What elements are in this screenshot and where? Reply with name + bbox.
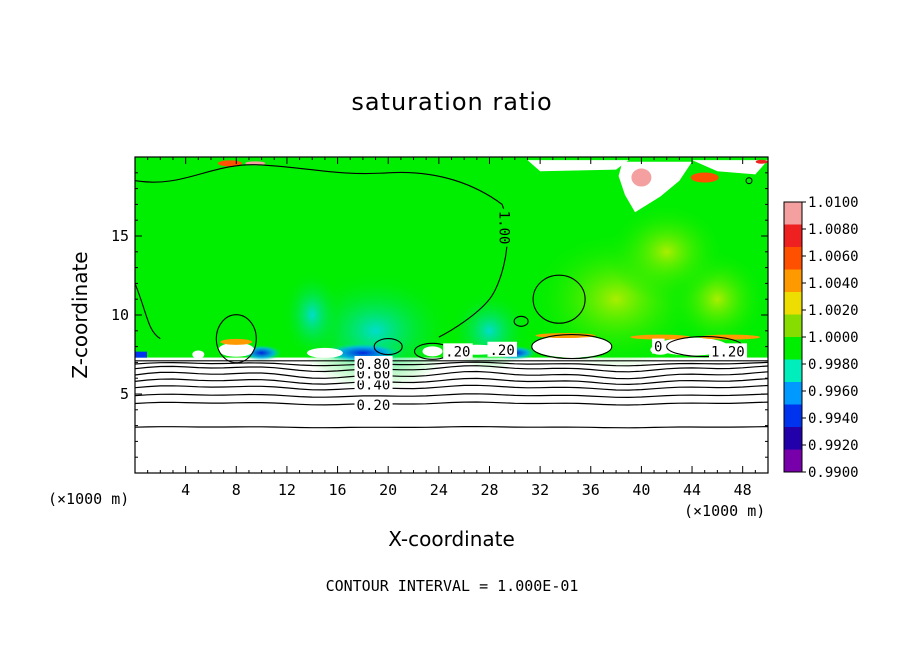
- colorbar-swatch: [784, 247, 802, 270]
- x-axis-label: X-coordinate: [388, 527, 515, 551]
- x-tick-label: 20: [379, 481, 397, 499]
- field-anomaly: [282, 270, 343, 360]
- x-tick-label: 36: [582, 481, 600, 499]
- colorbar-swatch: [784, 359, 802, 382]
- contour-line: [745, 177, 753, 185]
- y-tick-label: 10: [111, 306, 129, 324]
- colorbar-swatch: [784, 269, 802, 292]
- colorbar-label: 0.9960: [808, 384, 859, 400]
- contour-line: [135, 393, 768, 399]
- cloud-edge: [220, 338, 253, 345]
- x-tick-label: 16: [329, 481, 347, 499]
- cloud-edge: [700, 334, 761, 340]
- colorbar-label: 0.9940: [808, 411, 859, 427]
- colorbar-label: 0.9900: [808, 465, 859, 481]
- cloud-blob: [306, 347, 343, 358]
- contour-label-bg: [354, 397, 393, 413]
- contour-line: [215, 314, 257, 364]
- x-tick-label: 40: [632, 481, 650, 499]
- colorbar-swatch: [784, 337, 802, 360]
- cloud-blob: [192, 350, 205, 359]
- contour-label: 0: [654, 340, 662, 356]
- colorbar-swatch: [784, 382, 802, 405]
- x-tick-label: 8: [232, 481, 241, 499]
- supersaturated-edge: [631, 168, 652, 187]
- colorbar-swatch: [784, 224, 802, 247]
- contour-label-bg: [497, 208, 513, 247]
- contour-line: [135, 164, 508, 338]
- y-axis-label: Z-coordinate: [68, 251, 92, 379]
- contour-label: .20: [445, 344, 470, 360]
- colorbar-swatch: [784, 202, 802, 225]
- colorbar-label: 1.0000: [808, 330, 859, 346]
- contour-label-bg: [709, 343, 748, 359]
- contour-line: [135, 426, 768, 429]
- colorbar-swatch: [784, 427, 802, 450]
- contour-line: [531, 334, 613, 360]
- contour-label: .20: [489, 343, 514, 359]
- contour-label: 1.00: [496, 211, 512, 245]
- contour-line: [513, 315, 529, 327]
- field-anomaly: [606, 201, 727, 302]
- colorbar-swatch: [784, 314, 802, 337]
- x-tick-label: 28: [480, 481, 498, 499]
- contour-line: [135, 401, 768, 406]
- contour-label-bg: [652, 338, 665, 354]
- contour-line: [373, 338, 403, 356]
- cloud-blob: [531, 335, 612, 358]
- supersaturated-patch: [527, 160, 629, 172]
- dry-pocket: [135, 351, 147, 358]
- y-tick-label: 15: [111, 227, 129, 245]
- colorbar-swatch: [784, 449, 802, 472]
- colorbar-label: 1.0040: [808, 276, 859, 292]
- x-axis-unit-left: (×1000 m): [48, 490, 130, 508]
- x-tick-label: 48: [734, 481, 752, 499]
- supersaturated-edge: [755, 159, 768, 164]
- x-tick-label: 24: [430, 481, 448, 499]
- heatmap-field: 0.200.400.600.801.00.20.20 1.200: [135, 157, 768, 473]
- contour-line: [135, 361, 768, 367]
- colorbar-label: 1.0060: [808, 249, 859, 265]
- x-tick-label: 12: [278, 481, 296, 499]
- x-tick-label: 32: [531, 481, 549, 499]
- contour-line: [532, 274, 586, 324]
- cloud-blob: [422, 346, 443, 357]
- supersaturated-patch: [692, 160, 768, 175]
- cloud-edge: [630, 334, 691, 340]
- contour-interval-note: CONTOUR INTERVAL = 1.000E-01: [325, 577, 579, 595]
- x-axis-unit-right: (×1000 m): [684, 502, 766, 520]
- contour-label: 0.40: [357, 378, 391, 394]
- contour-label: 0.20: [357, 398, 391, 414]
- contour-label: 0.80: [357, 357, 391, 373]
- colorbar-label: 1.0020: [808, 303, 859, 319]
- x-tick-label: 44: [683, 481, 701, 499]
- contour-line: [135, 384, 768, 391]
- colorbar-label: 1.0080: [808, 222, 859, 238]
- contour-line: [135, 377, 768, 386]
- chart-title: saturation ratio: [351, 88, 553, 116]
- contour-label-bg: [354, 355, 393, 371]
- contour-label-bg: [487, 341, 517, 357]
- contour-label-bg: [443, 343, 473, 359]
- contour-line: [135, 365, 768, 373]
- colorbar-swatch: [784, 404, 802, 427]
- colorbar-label: 1.0100: [808, 195, 859, 211]
- contour-line: [135, 370, 768, 380]
- cloud-blob: [218, 342, 255, 357]
- colorbar-label: 0.9920: [808, 438, 859, 454]
- subsaturated-region: [135, 357, 768, 473]
- y-tick-label: 5: [120, 385, 129, 403]
- colorbar-label: 0.9980: [808, 357, 859, 373]
- contour-label: 1.20: [711, 344, 745, 360]
- supersaturated-edge: [690, 172, 719, 183]
- colorbar-swatch: [784, 292, 802, 315]
- x-tick-label: 4: [181, 481, 190, 499]
- contour-line: [135, 283, 161, 340]
